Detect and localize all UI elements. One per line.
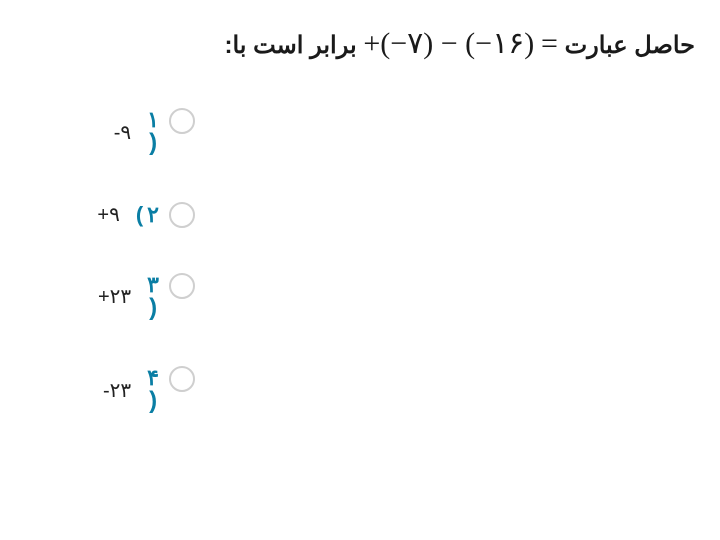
option-4[interactable]: ۴ ( -۲۳ <box>103 366 195 415</box>
question-suffix: برابر است با: <box>224 32 356 59</box>
option-text: -۲۳ <box>103 378 131 403</box>
option-number-wrap: ۲ ) <box>136 202 159 228</box>
radio-icon[interactable] <box>169 366 195 392</box>
option-number-wrap: ۳ ( <box>147 273 159 322</box>
question-prefix: حاصل عبارت <box>565 32 695 59</box>
option-paren: ( <box>149 388 157 414</box>
option-paren: ) <box>136 202 143 228</box>
radio-icon[interactable] <box>169 202 195 228</box>
option-text: +۲۳ <box>98 284 131 309</box>
radio-icon[interactable] <box>169 273 195 299</box>
option-number-wrap: ۱ ( <box>147 108 159 157</box>
option-paren: ( <box>149 130 157 156</box>
option-text: -۹ <box>114 120 131 145</box>
option-number-wrap: ۴ ( <box>147 366 159 415</box>
option-2[interactable]: ۲ ) +۹ <box>97 202 195 228</box>
radio-icon[interactable] <box>169 108 195 134</box>
option-paren: ( <box>149 295 157 321</box>
option-text: +۹ <box>97 202 119 227</box>
question-text: حاصل عبارت = +(−۷) − (−۱۶) برابر است با: <box>25 20 695 68</box>
options-list: ۱ ( -۹ ۲ ) +۹ ۳ ( +۲۳ ۴ ( -۲۳ <box>25 108 195 415</box>
option-3[interactable]: ۳ ( +۲۳ <box>98 273 195 322</box>
question-math: +(−۷) − (−۱۶) <box>363 20 534 68</box>
option-number: ۲ <box>147 202 159 228</box>
option-1[interactable]: ۱ ( -۹ <box>114 108 195 157</box>
question-equals: = <box>541 20 558 68</box>
